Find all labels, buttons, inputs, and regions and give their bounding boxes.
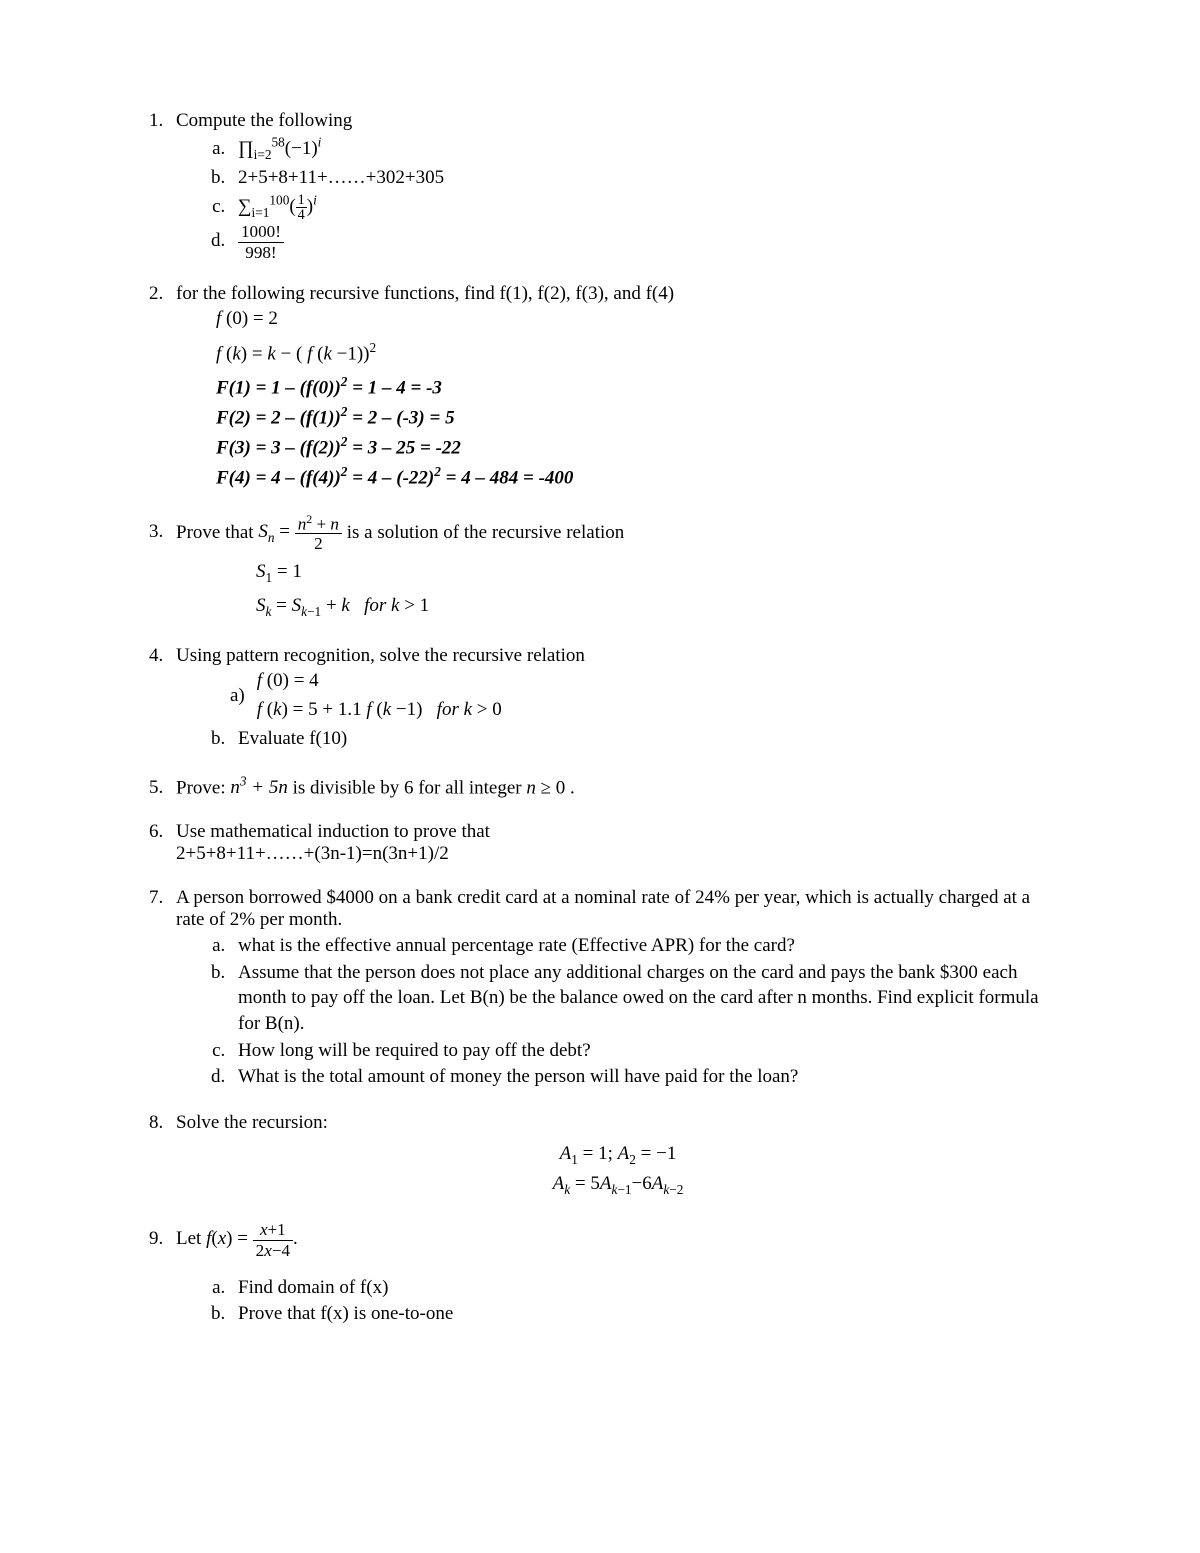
q2-given1: f (0) = 2 [216,305,1060,333]
q6: Use mathematical induction to prove that… [168,821,1060,865]
q4-sub: Evaluate f(10) [176,726,1060,752]
q7-prompt: A person borrowed $4000 on a bank credit… [176,887,1030,930]
q9: Let f(x) = x+12x−4. Find domain of f(x) … [168,1221,1060,1326]
q9b: Prove that f(x) is one-to-one [230,1301,1060,1327]
q6-line1: Use mathematical induction to prove that [176,821,490,842]
q7a: what is the effective annual percentage … [230,933,1060,959]
q7-sub: what is the effective annual percentage … [176,933,1060,1090]
q3-eq1: S1 = 1 [256,556,1060,589]
q7c: How long will be required to pay off the… [230,1038,1060,1064]
q2-work: f (0) = 2 f (k) = k − ( f (k −1))2 F(1) … [216,305,1060,492]
q3-eqs: S1 = 1 Sk = Sk−1 + k for k > 1 [256,556,1060,623]
q1-prompt: Compute the following [176,110,352,131]
q2-sol2: F(2) = 2 – (f(1))2 = 2 – (-3) = 5 [216,402,1060,432]
q2-sol1: F(1) = 1 – (f(0))2 = 1 – 4 = -3 [216,372,1060,402]
q1d: 1000!998! [230,223,1060,260]
q1-sub: ∏i=258(−1)i 2+5+8+11+……+302+305 ∑i=1100(… [176,134,1060,261]
q4b: Evaluate f(10) [230,726,1060,752]
question-list: Compute the following ∏i=258(−1)i 2+5+8+… [140,110,1060,1327]
q3-post: is a solution of the recursive relation [342,521,624,542]
q9-sub: Find domain of f(x) Prove that f(x) is o… [176,1275,1060,1327]
q5: Prove: n3 + 5n is divisible by 6 for all… [168,774,1060,799]
q4a-eqs: f (0) = 4 f (k) = 5 + 1.1 f (k −1) for k… [257,667,502,724]
q8-eq2: Ak = 5Ak−1−6Ak−2 [176,1170,1060,1200]
q4a-label: a) [230,685,245,707]
page-content: Compute the following ∏i=258(−1)i 2+5+8+… [0,0,1200,1409]
q2-given2: f (k) = k − ( f (k −1))2 [216,338,1060,368]
q3-sn: Sn = n2 + n2 [258,521,342,542]
q8: Solve the recursion: A1 = 1; A2 = −1 Ak … [168,1112,1060,1199]
q2-sol4: F(4) = 4 – (f(4))2 = 4 – (-22)2 = 4 – 48… [216,462,1060,492]
q4: Using pattern recognition, solve the rec… [168,645,1060,752]
q4a-line2: f (k) = 5 + 1.1 f (k −1) for k > 0 [257,696,502,725]
q7: A person borrowed $4000 on a bank credit… [168,887,1060,1090]
q6-line2: 2+5+8+11+……+(3n-1)=n(3n+1)/2 [176,843,449,864]
q4a-line1: f (0) = 4 [257,667,502,696]
q1: Compute the following ∏i=258(−1)i 2+5+8+… [168,110,1060,261]
q1a: ∏i=258(−1)i [230,134,1060,164]
q4-prompt: Using pattern recognition, solve the rec… [176,645,585,666]
q2: for the following recursive functions, f… [168,283,1060,492]
q7b: Assume that the person does not place an… [230,960,1060,1037]
q2-prompt: for the following recursive functions, f… [176,283,674,304]
q2-sol3: F(3) = 3 – (f(2))2 = 3 – 25 = -22 [216,432,1060,462]
q1b: 2+5+8+11+……+302+305 [230,165,1060,191]
q1c: ∑i=1100(14)i [230,192,1060,223]
q9-prompt: Let f(x) = x+12x−4. [176,1228,298,1249]
q5-text: Prove: n3 + 5n is divisible by 6 for all… [176,777,575,798]
q8-eq1: A1 = 1; A2 = −1 [176,1140,1060,1170]
q3-eq2: Sk = Sk−1 + k for k > 1 [256,590,1060,623]
q7d: What is the total amount of money the pe… [230,1064,1060,1090]
q8-eqs: A1 = 1; A2 = −1 Ak = 5Ak−1−6Ak−2 [176,1140,1060,1199]
q3-pre: Prove that [176,521,258,542]
q3: Prove that Sn = n2 + n2 is a solution of… [168,514,1060,624]
q9a: Find domain of f(x) [230,1275,1060,1301]
q8-prompt: Solve the recursion: [176,1112,328,1133]
q4a-row: a) f (0) = 4 f (k) = 5 + 1.1 f (k −1) fo… [230,667,1060,724]
